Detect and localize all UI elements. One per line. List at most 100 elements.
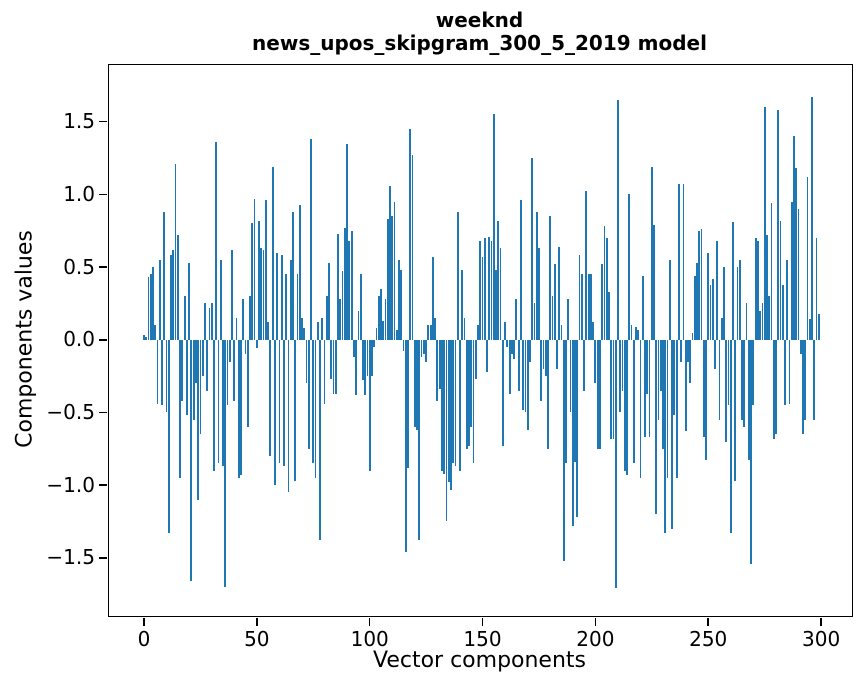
bar — [461, 269, 464, 340]
bar — [547, 339, 549, 449]
bar — [296, 274, 299, 340]
y-tick-mark — [99, 411, 108, 414]
bar — [368, 339, 371, 471]
x-tick-mark — [256, 617, 258, 626]
bar — [407, 339, 409, 468]
bar — [673, 339, 676, 416]
y-tick-label: 1.5 — [63, 109, 95, 134]
x-tick-label: 100 — [350, 627, 389, 651]
bar — [438, 339, 441, 390]
bar — [736, 267, 739, 340]
bar — [447, 339, 450, 483]
bar — [510, 339, 513, 355]
bar — [276, 252, 279, 340]
bar — [434, 317, 437, 340]
bar — [362, 339, 364, 381]
bar — [520, 200, 522, 340]
y-tick-label: −1.5 — [46, 545, 95, 570]
bar — [271, 166, 274, 340]
bar — [517, 339, 520, 391]
bar — [251, 223, 254, 340]
bar — [619, 339, 622, 413]
bar — [738, 259, 741, 340]
bar — [723, 267, 725, 340]
bar — [280, 255, 283, 340]
bar — [380, 288, 382, 340]
bar — [682, 184, 685, 340]
bar — [371, 339, 373, 377]
bar — [524, 339, 527, 413]
bar — [664, 339, 667, 534]
bar — [668, 259, 671, 340]
bar — [163, 211, 166, 340]
bar — [307, 339, 310, 449]
x-tick-label: 150 — [463, 627, 502, 651]
bar — [262, 249, 265, 340]
y-tick-label: −1.0 — [46, 472, 95, 497]
bar — [411, 155, 414, 340]
bar — [321, 317, 324, 340]
bar — [770, 203, 773, 340]
bar — [705, 339, 707, 461]
bar — [578, 255, 581, 340]
bar — [641, 275, 644, 340]
x-tick-label: 200 — [576, 627, 615, 651]
bar — [287, 339, 290, 493]
bar — [269, 339, 272, 457]
x-tick-mark — [820, 617, 822, 626]
y-tick-mark — [99, 557, 108, 559]
bar — [470, 339, 473, 427]
bar — [750, 339, 752, 564]
bar — [585, 191, 588, 340]
bar — [325, 296, 328, 340]
bar — [700, 229, 703, 340]
bar — [228, 339, 231, 362]
bar — [626, 339, 628, 475]
bar — [766, 235, 768, 340]
bar — [192, 339, 195, 420]
bar — [181, 339, 184, 401]
bar — [729, 339, 732, 534]
bar — [278, 339, 281, 464]
bar — [734, 339, 737, 481]
bar — [653, 224, 655, 340]
bar — [689, 339, 692, 384]
bar — [815, 238, 818, 340]
bar — [531, 158, 534, 340]
bar — [781, 284, 784, 340]
bar — [808, 319, 811, 340]
bar — [352, 339, 355, 358]
bar — [479, 240, 482, 340]
bar — [637, 329, 640, 340]
bar — [499, 248, 502, 340]
bar — [283, 339, 285, 467]
bar — [474, 339, 477, 380]
bar — [657, 339, 660, 420]
bar — [199, 339, 202, 435]
bar — [183, 296, 186, 340]
bar — [233, 339, 236, 401]
bar — [393, 201, 396, 340]
bar — [693, 275, 696, 340]
bar — [179, 339, 181, 478]
bar — [147, 277, 150, 340]
bar — [258, 220, 260, 340]
bar — [359, 274, 362, 340]
bar — [542, 339, 545, 369]
bar — [176, 235, 179, 340]
bar — [612, 339, 615, 439]
bar — [465, 339, 468, 449]
bar — [720, 317, 723, 340]
bar — [431, 256, 434, 340]
bar — [292, 211, 294, 340]
bar — [416, 339, 418, 430]
bar — [786, 259, 789, 340]
bar — [185, 339, 188, 416]
bar — [463, 317, 466, 340]
bar — [567, 299, 570, 340]
bar — [614, 339, 617, 589]
bar — [217, 339, 220, 464]
bar — [508, 339, 511, 394]
bar — [316, 322, 319, 340]
bar — [240, 339, 242, 475]
